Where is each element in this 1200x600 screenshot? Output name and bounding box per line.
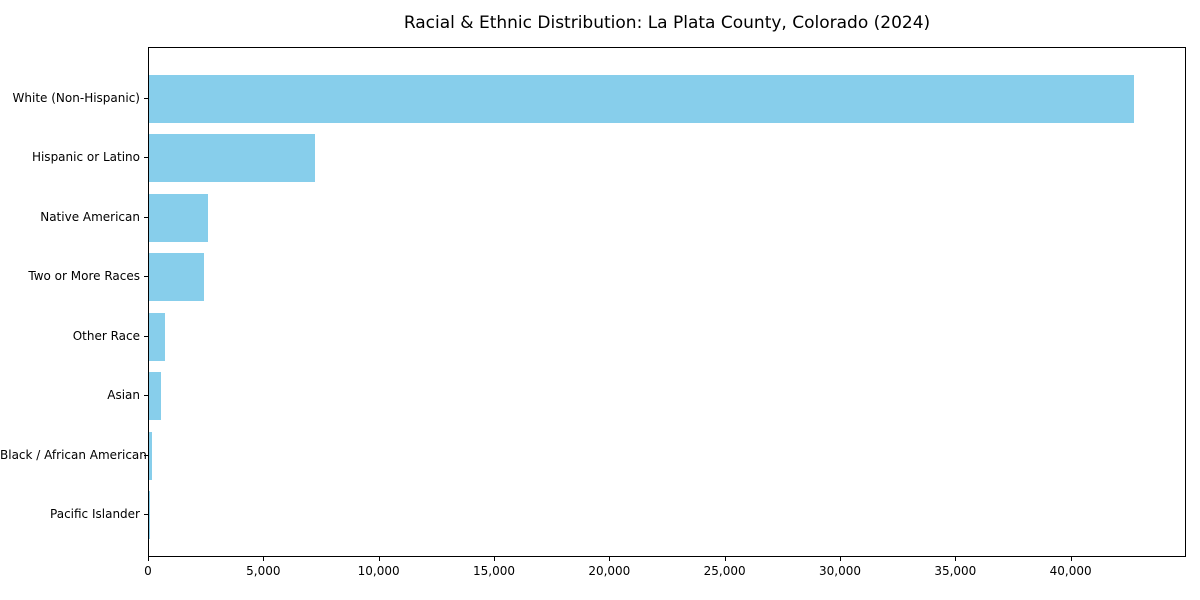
y-tick-label-asian: Asian: [107, 388, 140, 403]
x-tick-label-25000: 25,000: [703, 564, 746, 578]
bar-asian: [149, 372, 161, 421]
bar-white-non-hispanic: [149, 74, 1135, 123]
y-tick-mark: [144, 97, 148, 99]
y-tick-mark: [144, 335, 148, 337]
x-tick-label-20000: 20,000: [588, 564, 631, 578]
bar-black-african-american: [149, 431, 153, 480]
y-tick-label-native-american: Native American: [40, 209, 140, 224]
x-tick-mark: [609, 557, 611, 561]
y-tick-label-other-race: Other Race: [72, 328, 140, 343]
y-tick-mark: [144, 395, 148, 397]
x-tick-mark: [378, 557, 380, 561]
y-tick-label-white-non-hispanic: White (Non-Hispanic): [12, 90, 140, 105]
y-tick-label-black-african-american: Black / African American: [0, 447, 147, 462]
bar-pacific-islander: [149, 491, 150, 540]
plot-area: [148, 47, 1186, 557]
x-tick-mark: [840, 557, 841, 561]
chart-title: Racial & Ethnic Distribution: La Plata C…: [403, 13, 931, 33]
bar-hispanic-or-latino: [149, 134, 315, 183]
y-tick-mark: [144, 276, 148, 278]
y-tick-label-pacific-islander: Pacific Islander: [50, 507, 140, 522]
y-tick-mark: [144, 157, 148, 159]
x-tick-label-35000: 35,000: [934, 564, 977, 578]
x-tick-label-0: 0: [144, 564, 152, 578]
bar-other-race: [149, 312, 165, 361]
x-tick-label-15000: 15,000: [473, 564, 515, 578]
x-tick-label-5000: 5,000: [246, 564, 281, 578]
y-tick-label-hispanic-or-latino: Hispanic or Latino: [31, 150, 140, 165]
y-tick-mark: [144, 454, 148, 456]
x-tick-mark: [494, 557, 495, 561]
x-tick-label-10000: 10,000: [357, 564, 400, 578]
bar-two-or-more-races: [149, 253, 205, 302]
x-tick-mark: [1070, 557, 1072, 561]
bar-native-american: [149, 193, 208, 242]
x-tick-mark: [148, 557, 149, 561]
x-tick-label-40000: 40,000: [1049, 564, 1092, 578]
y-tick-label-two-or-more-races: Two or More Races: [28, 269, 140, 284]
x-tick-mark: [263, 557, 265, 561]
x-tick-label-30000: 30,000: [819, 564, 861, 578]
x-tick-mark: [724, 557, 726, 561]
y-tick-mark: [144, 514, 148, 516]
x-tick-mark: [955, 557, 957, 561]
y-tick-mark: [144, 216, 148, 218]
